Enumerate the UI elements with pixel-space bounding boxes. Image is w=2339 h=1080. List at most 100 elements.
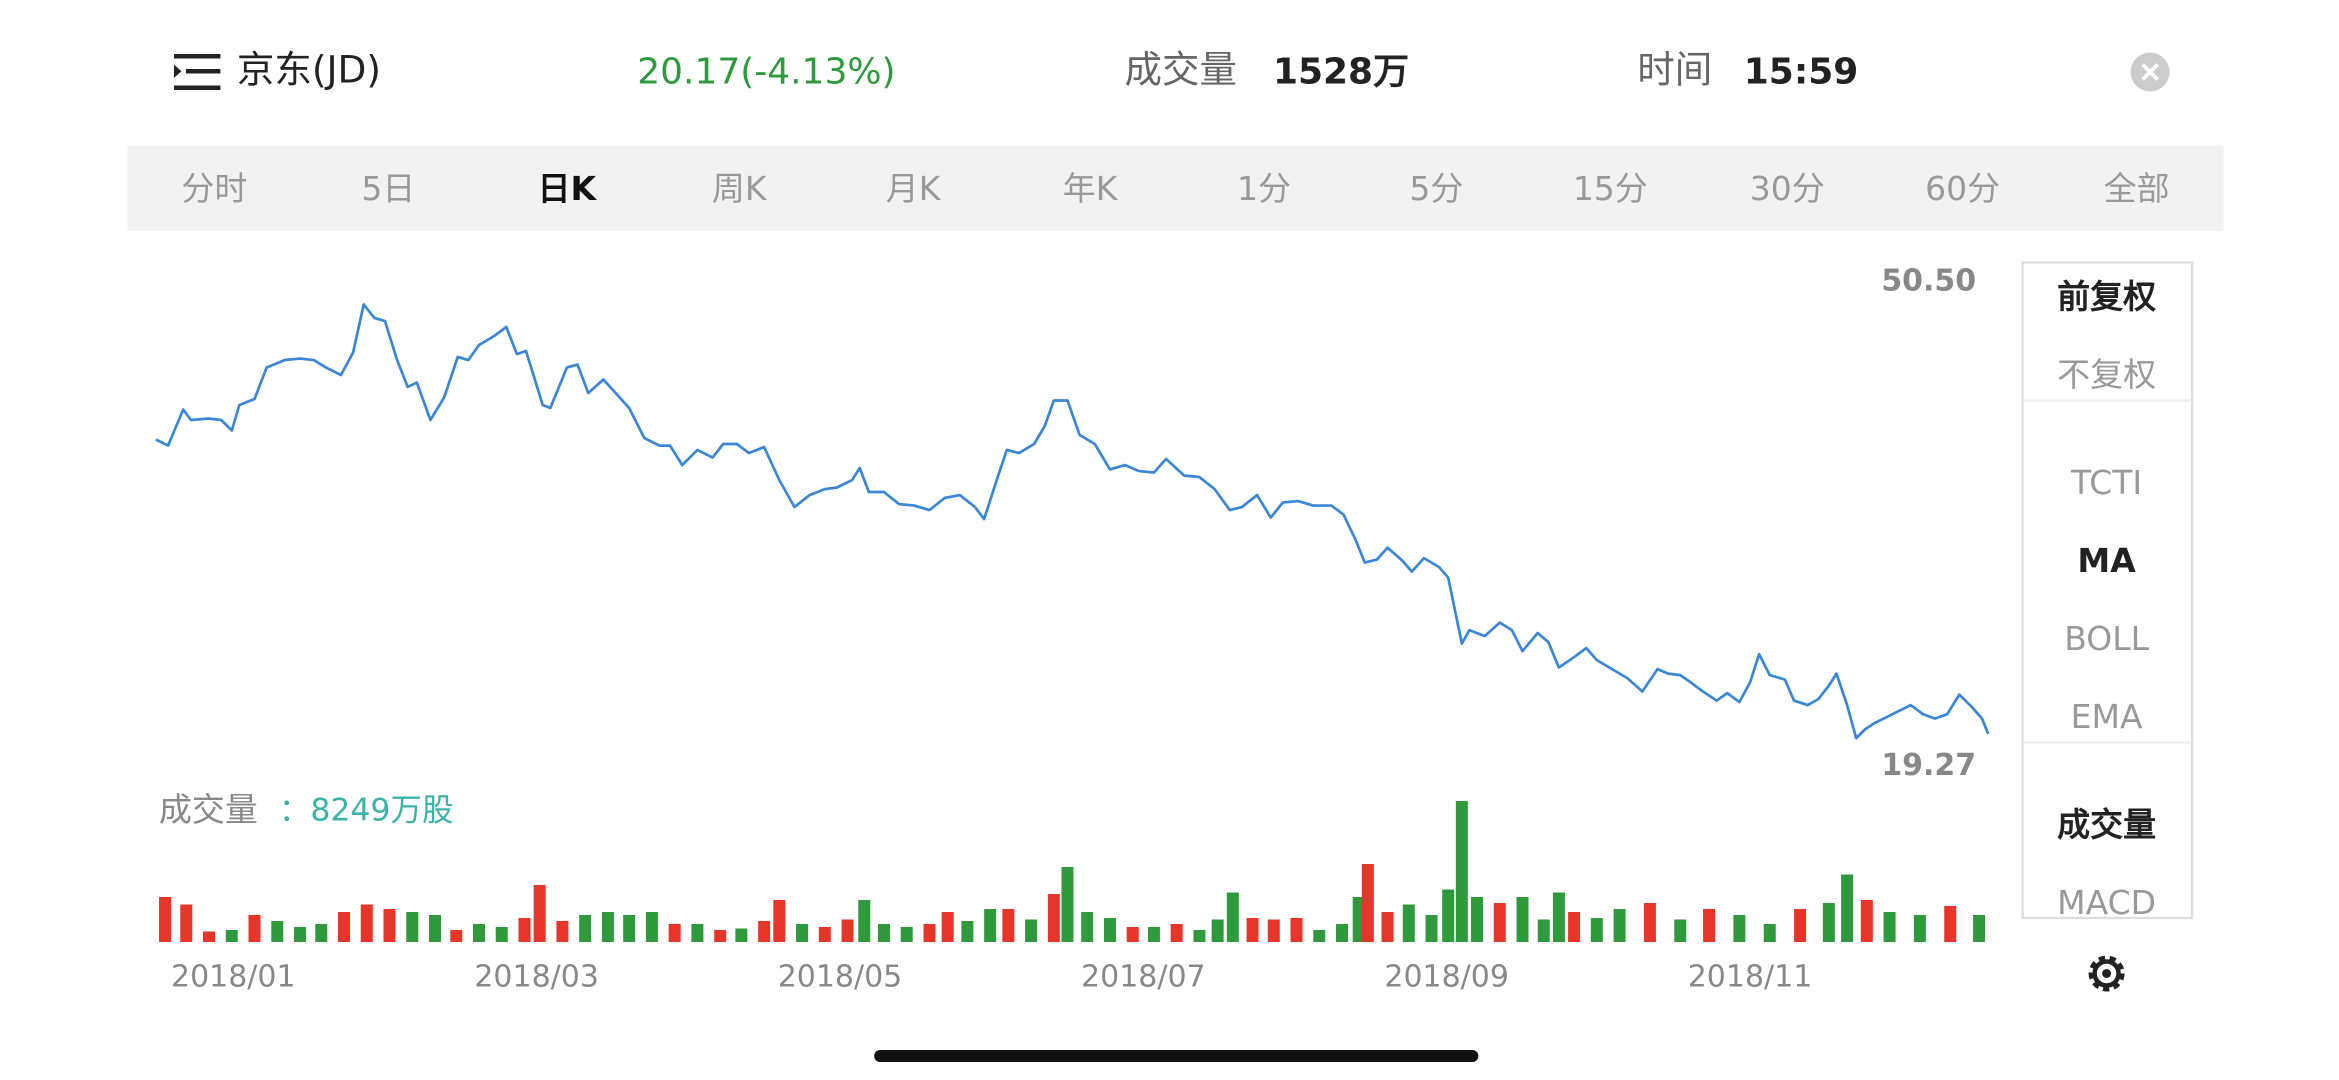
gear-hub xyxy=(2102,969,2112,978)
x-tick-label: 2018/07 xyxy=(1081,959,1206,994)
volume-bar xyxy=(1913,915,1926,942)
volume-bar xyxy=(1590,918,1603,942)
volume-bar xyxy=(1613,909,1626,942)
volume-bar xyxy=(1226,892,1239,942)
menu-arrow xyxy=(173,64,182,78)
volume-bar xyxy=(518,918,531,942)
menu-line xyxy=(173,85,221,90)
volume-bar xyxy=(406,912,419,942)
side-item[interactable]: 成交量 xyxy=(2057,805,2156,844)
volume-bar xyxy=(1493,903,1506,942)
volume-bar xyxy=(1290,918,1303,942)
volume-bar xyxy=(984,909,997,942)
volume-bar xyxy=(1537,919,1550,942)
x-tick-label: 2018/05 xyxy=(778,959,903,994)
settings-icon[interactable] xyxy=(2088,955,2125,992)
volume-bar xyxy=(1313,930,1326,942)
chart: 50.50 19.27 2018/01 2018/03 2018/05 2018/07 20… xyxy=(155,263,1990,995)
volume-bar xyxy=(271,921,284,942)
volume-bar xyxy=(796,924,809,942)
tab[interactable]: 全部 xyxy=(2104,169,2170,208)
volume-bar xyxy=(668,924,681,942)
side-item[interactable]: 不复权 xyxy=(2057,355,2156,394)
volume-bar xyxy=(248,915,261,942)
volume-bar xyxy=(1860,900,1873,942)
volume-bar xyxy=(1973,915,1986,942)
volume-bar xyxy=(1267,919,1280,942)
volume-bar xyxy=(315,924,328,942)
tab[interactable]: 5分 xyxy=(1409,169,1463,208)
x-tick-label: 2018/11 xyxy=(1688,959,1813,994)
volume-bar xyxy=(818,927,831,942)
volume-bar xyxy=(1703,909,1716,942)
volume-bar xyxy=(1552,892,1565,942)
volume-bar xyxy=(225,930,238,942)
side-item[interactable]: MA xyxy=(2077,541,2136,580)
volume-bar xyxy=(923,924,936,942)
volume-bar xyxy=(1361,864,1374,942)
volume-bar xyxy=(1147,927,1160,942)
volume-bar xyxy=(601,912,614,942)
volume-bar xyxy=(1841,874,1854,942)
tab[interactable]: 5日 xyxy=(361,169,415,208)
tab[interactable]: 年K xyxy=(1063,169,1119,208)
tab[interactable]: 1分 xyxy=(1237,169,1291,208)
volume-bar xyxy=(841,919,854,942)
volume-bar xyxy=(579,915,592,942)
volume-bar xyxy=(1944,906,1957,942)
volume-bar xyxy=(941,912,954,942)
volume-bar xyxy=(1047,894,1060,942)
volume-bar xyxy=(1126,927,1139,942)
volume-bar xyxy=(556,921,569,942)
volume-bar xyxy=(1471,897,1484,942)
volume-bar xyxy=(1061,867,1074,942)
volume-bar xyxy=(758,921,771,942)
tabs: 分时 5日 日K 周K 月K 年K 1分 5分 15分 30分 60分 全部 xyxy=(181,169,2169,208)
x-tick-label: 2018/09 xyxy=(1384,959,1509,994)
stock-name: 京东(JD) xyxy=(237,47,381,91)
volume-bar xyxy=(180,904,193,942)
tab[interactable]: 分时 xyxy=(181,169,247,208)
side-item[interactable]: TCTI xyxy=(2070,463,2142,502)
tab[interactable]: 15分 xyxy=(1573,169,1648,208)
volume-label: 成交量 xyxy=(1125,47,1237,91)
side-item[interactable]: BOLL xyxy=(2064,619,2149,658)
tab[interactable]: 周K xyxy=(712,169,768,208)
stock-price: 20.17(-4.13%) xyxy=(637,51,895,92)
volume-bar xyxy=(735,928,748,942)
volume-bar xyxy=(1794,909,1807,942)
volume-bar xyxy=(533,885,546,942)
volume-bar xyxy=(877,924,890,942)
side-item[interactable]: 前复权 xyxy=(2057,277,2156,316)
volume-bar xyxy=(203,931,216,942)
volume-bar xyxy=(1822,903,1835,942)
volume-bar xyxy=(714,930,727,942)
tab[interactable]: 月K xyxy=(886,169,942,208)
volume-bar xyxy=(1442,889,1455,942)
side-item[interactable]: MACD xyxy=(2057,883,2156,922)
menu-icon[interactable] xyxy=(173,54,221,90)
volume-bar xyxy=(294,927,307,942)
volume-bar xyxy=(691,924,704,942)
gear-ring xyxy=(2092,959,2121,988)
x-tick-label: 2018/03 xyxy=(474,959,599,994)
time-label: 时间 xyxy=(1637,47,1712,91)
tab[interactable]: 日K xyxy=(537,169,597,208)
x-tick-label: 2018/01 xyxy=(171,959,296,994)
volume-bar xyxy=(1381,912,1394,942)
volume-bar xyxy=(1455,801,1468,942)
volume-bar xyxy=(429,915,442,942)
volume-bar xyxy=(338,912,351,942)
volume-bar xyxy=(495,927,508,942)
volume-bar xyxy=(1763,924,1776,942)
tab[interactable]: 60分 xyxy=(1925,169,2000,208)
volume-bar xyxy=(1568,912,1581,942)
menu-line xyxy=(185,69,221,74)
volume-bar xyxy=(450,930,463,942)
volume-bar xyxy=(858,900,871,942)
side-item[interactable]: EMA xyxy=(2071,697,2143,736)
tab[interactable]: 30分 xyxy=(1750,169,1825,208)
volume-title: 成交量 xyxy=(159,790,258,829)
close-button[interactable] xyxy=(2130,52,2170,92)
